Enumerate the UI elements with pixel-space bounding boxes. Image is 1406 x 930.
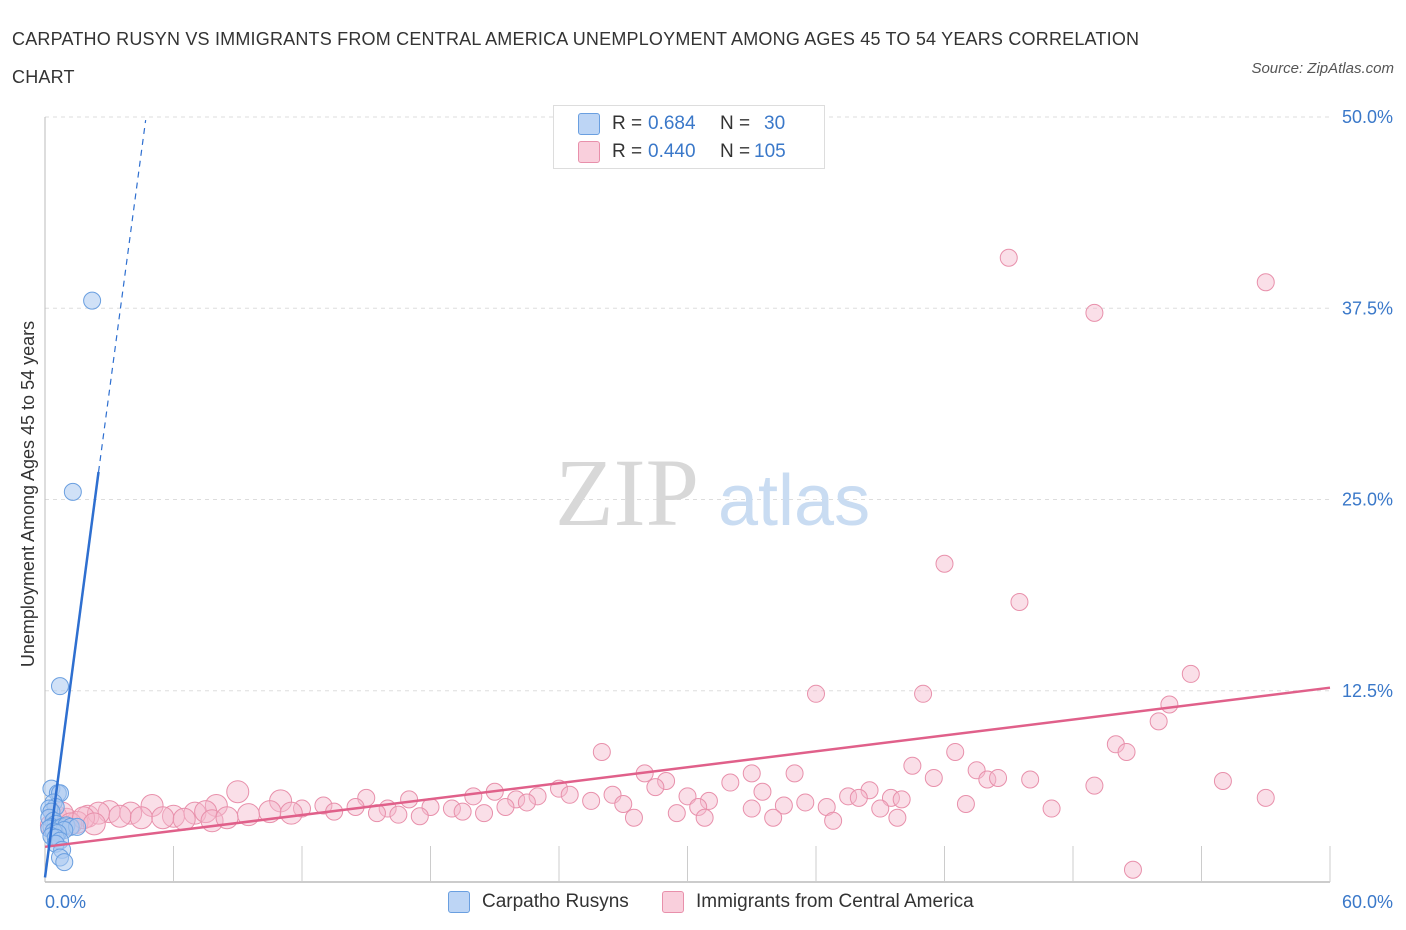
pink-point-67 — [957, 795, 974, 812]
pink-point-59 — [497, 799, 514, 816]
x-tick-label-min: 0.0% — [45, 892, 86, 912]
pink-point-86 — [152, 807, 174, 829]
pink-point-9 — [1150, 713, 1167, 730]
pink-point-81 — [476, 805, 493, 822]
pink-point-13 — [947, 743, 964, 760]
pink-point-8 — [1161, 696, 1178, 713]
pink-point-26 — [1086, 777, 1103, 794]
pink-point-97 — [83, 813, 105, 835]
pink-point-98 — [625, 809, 642, 826]
pink-point-23 — [990, 769, 1007, 786]
pink-point-42 — [1257, 789, 1274, 806]
pink-point-24 — [1022, 771, 1039, 788]
legend-r-label: R = — [612, 113, 648, 135]
blue-points-group — [41, 292, 101, 871]
pink-point-79 — [411, 808, 428, 825]
legend-n-label: N = — [720, 141, 754, 163]
pink-point-17 — [786, 765, 803, 782]
pink-point-14 — [904, 757, 921, 774]
pink-point-39 — [850, 789, 867, 806]
pink-point-35 — [561, 786, 578, 803]
blue-trend-extension — [99, 120, 146, 472]
blue-point-0 — [84, 292, 101, 309]
pink-point-104 — [1124, 861, 1141, 878]
y-tick-label-1: 25.0% — [1342, 490, 1393, 510]
legend-r-label: R = — [612, 141, 648, 163]
legend-n-label: N = — [720, 113, 754, 135]
pink-point-5 — [1182, 665, 1199, 682]
legend-r-value: 0.684 — [648, 113, 720, 135]
pink-point-63 — [743, 800, 760, 817]
pink-point-61 — [615, 795, 632, 812]
pink-point-7 — [915, 685, 932, 702]
pink-point-84 — [109, 805, 131, 827]
blue-point-2 — [51, 678, 68, 695]
bottom-legend-label-blue: Carpatho Rusyns — [482, 891, 629, 913]
pink-point-43 — [401, 791, 418, 808]
gridlines — [45, 117, 1330, 691]
legend-r-value: 0.440 — [648, 141, 720, 163]
pink-point-41 — [893, 791, 910, 808]
pink-point-75 — [280, 802, 302, 824]
correlation-legend: R = 0.684 N = 30 R = 0.440 N = 105 — [553, 105, 825, 169]
pink-point-11 — [1118, 743, 1135, 760]
pink-point-31 — [754, 783, 771, 800]
pink-point-103 — [668, 805, 685, 822]
pink-point-87 — [173, 808, 195, 830]
pink-point-66 — [872, 800, 889, 817]
pink-point-101 — [825, 812, 842, 829]
pink-point-78 — [390, 806, 407, 823]
blue-point-29 — [56, 854, 73, 871]
pink-point-1 — [1257, 274, 1274, 291]
y-tick-label-3: 50.0% — [1342, 107, 1393, 127]
legend-swatch-pink — [578, 141, 600, 163]
pink-point-34 — [465, 788, 482, 805]
pink-point-102 — [889, 809, 906, 826]
pink-points-group — [40, 249, 1274, 878]
pink-point-80 — [454, 803, 471, 820]
legend-row-blue: R = 0.684 N = 30 — [578, 111, 785, 137]
y-tick-label-0: 12.5% — [1342, 681, 1393, 701]
x-tick-label-max: 60.0% — [1342, 892, 1393, 912]
pink-point-0 — [1000, 249, 1017, 266]
pink-point-20 — [722, 774, 739, 791]
pink-point-27 — [227, 781, 249, 803]
pink-point-48 — [797, 794, 814, 811]
bottom-legend-swatch-blue — [448, 891, 470, 913]
legend-row-pink: R = 0.440 N = 105 — [578, 139, 786, 165]
pink-point-99 — [696, 809, 713, 826]
pink-point-18 — [743, 765, 760, 782]
pink-point-100 — [765, 809, 782, 826]
y-axis-label: Unemployment Among Ages 45 to 54 years — [18, 321, 38, 667]
watermark-zip: ZIP — [555, 439, 699, 546]
bottom-legend-label-pink: Immigrants from Central America — [696, 891, 974, 913]
legend-n-value: 30 — [764, 113, 785, 135]
pink-point-12 — [593, 743, 610, 760]
watermark-atlas: atlas — [718, 461, 870, 541]
pink-point-68 — [1043, 800, 1060, 817]
legend-swatch-blue — [578, 113, 600, 135]
legend-n-value: 105 — [754, 141, 786, 163]
pink-point-6 — [808, 685, 825, 702]
pink-point-3 — [936, 555, 953, 572]
pink-point-21 — [925, 769, 942, 786]
blue-point-1 — [64, 483, 81, 500]
bottom-legend-pink: Immigrants from Central America — [662, 888, 974, 916]
pink-point-4 — [1011, 594, 1028, 611]
pink-trend-line — [45, 688, 1330, 847]
pink-point-46 — [583, 792, 600, 809]
pink-point-60 — [518, 794, 535, 811]
y-tick-label-2: 37.5% — [1342, 298, 1393, 318]
pink-point-85 — [130, 807, 152, 829]
pink-point-29 — [647, 779, 664, 796]
pink-point-2 — [1086, 304, 1103, 321]
pink-point-25 — [1214, 773, 1231, 790]
watermark: ZIP atlas — [555, 439, 870, 546]
bottom-legend-swatch-pink — [662, 891, 684, 913]
bottom-legend-blue: Carpatho Rusyns — [448, 888, 629, 916]
